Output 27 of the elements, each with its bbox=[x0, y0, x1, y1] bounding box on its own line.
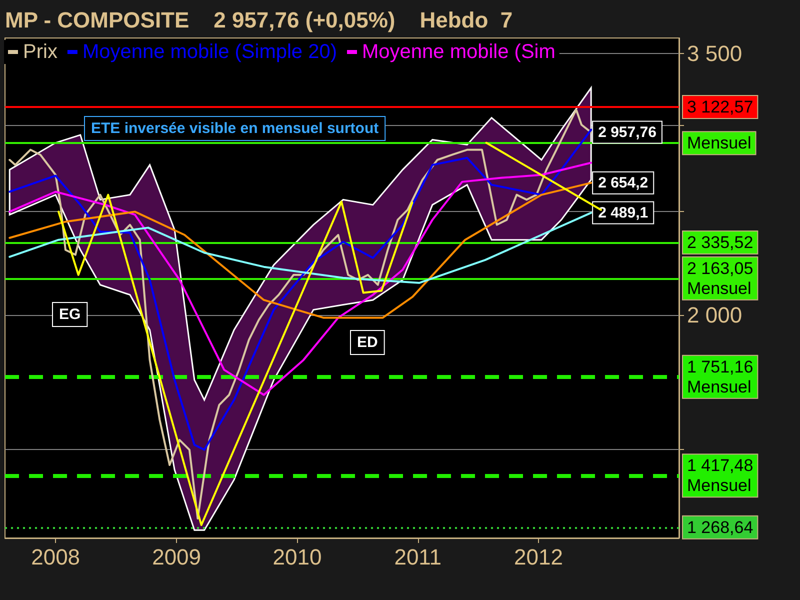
line-series bbox=[8, 182, 592, 319]
annotation: EG bbox=[59, 306, 81, 323]
line-series bbox=[58, 194, 414, 526]
ref-line-label: 2 163,05 Mensuel bbox=[687, 258, 754, 298]
y-tick-label: 2 000 bbox=[687, 302, 742, 328]
x-tick-label: 2008 bbox=[31, 544, 80, 570]
x-tick-label: 2012 bbox=[514, 544, 563, 570]
annotation: 2 654,2 bbox=[598, 174, 648, 192]
line-series bbox=[8, 162, 592, 396]
ref-line-label: Mensuel bbox=[687, 134, 752, 153]
ref-line-label: 1 751,16 Mensuel bbox=[687, 357, 754, 396]
legend-label: Moyenne mobile (Simple 20) bbox=[82, 41, 338, 63]
chart-title: MP - COMPOSITE 2 957,76 (+0,05%) Hebdo 7 bbox=[5, 8, 513, 32]
ref-line-label: 2 335,52 bbox=[687, 233, 754, 252]
annotation: ETE inversée visible en mensuel surtout bbox=[91, 120, 379, 137]
line-series bbox=[8, 212, 592, 284]
ref-line-label: 1 268,64 bbox=[687, 518, 754, 537]
legend-label: Prix bbox=[23, 41, 58, 63]
ref-line-label: 1 417,48 Mensuel bbox=[687, 456, 754, 496]
x-tick-label: 2009 bbox=[152, 544, 202, 570]
annotation: 2 957,76 bbox=[598, 124, 656, 141]
y-tick-label: 3 500 bbox=[687, 41, 742, 66]
ref-line-label: 3 122,57 bbox=[687, 97, 754, 116]
x-tick-label: 2010 bbox=[272, 544, 322, 570]
x-tick-label: 2011 bbox=[394, 544, 442, 570]
legend-label: Moyenne mobile (Sim bbox=[362, 41, 556, 63]
annotation: ED bbox=[357, 334, 378, 351]
